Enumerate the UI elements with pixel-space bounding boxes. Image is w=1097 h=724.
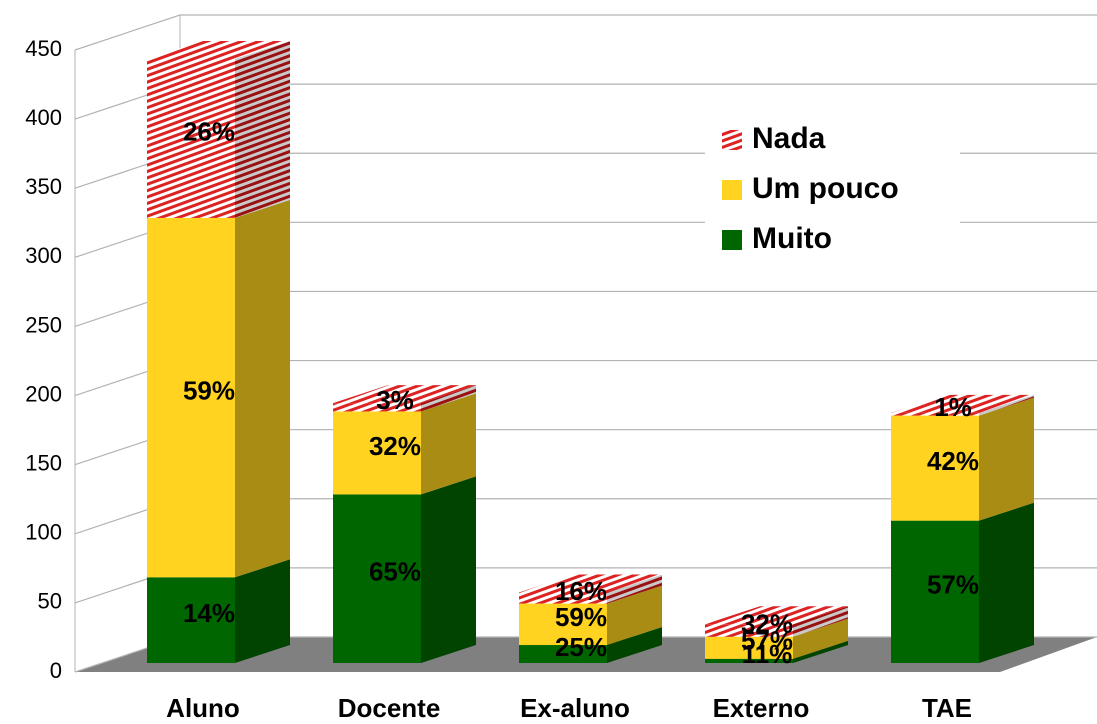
legend-swatch xyxy=(722,130,742,150)
y-tick-label: 250 xyxy=(25,312,62,337)
bar-side xyxy=(421,393,476,495)
data-label: 32% xyxy=(741,608,793,638)
bar-side xyxy=(607,627,662,663)
bar-side xyxy=(979,397,1034,521)
y-tick-label: 400 xyxy=(25,105,62,130)
bar-side xyxy=(607,585,662,646)
data-label: 11% xyxy=(742,639,793,669)
y-tick-label: 450 xyxy=(25,36,62,61)
y-tick-label: 100 xyxy=(25,520,62,545)
data-label: 32% xyxy=(369,431,421,461)
y-tick-label: 200 xyxy=(25,381,62,406)
x-tick-label: Aluno xyxy=(166,693,240,723)
y-tick-label: 50 xyxy=(38,589,62,614)
bar xyxy=(705,658,793,663)
data-label: 14% xyxy=(183,598,235,628)
bar xyxy=(147,58,235,218)
bar xyxy=(333,494,421,663)
bar xyxy=(333,411,421,495)
bar-top xyxy=(147,40,290,59)
bar-side xyxy=(235,199,290,578)
x-tick-label: Docente xyxy=(338,693,441,723)
grid-line xyxy=(74,14,1097,51)
data-label: 57% xyxy=(927,570,979,600)
bar-side xyxy=(979,394,1034,416)
x-tick-label: Ex-aluno xyxy=(520,693,630,723)
bar xyxy=(705,636,793,659)
bar xyxy=(147,217,235,578)
y-tick-label: 300 xyxy=(25,243,62,268)
y-tick-label: 350 xyxy=(25,174,62,199)
legend-label: Nada xyxy=(752,122,826,155)
data-label: 3% xyxy=(376,385,414,415)
bar xyxy=(705,624,793,637)
data-label: 65% xyxy=(369,557,421,587)
bar-side xyxy=(607,574,662,604)
legend-box xyxy=(705,115,960,267)
y-tick-label: 0 xyxy=(50,658,62,683)
bar-side xyxy=(421,476,476,663)
data-label: 57% xyxy=(741,626,793,656)
bar xyxy=(519,592,607,604)
bar-side xyxy=(235,40,290,218)
bar-top xyxy=(333,385,476,404)
data-label: 59% xyxy=(555,602,607,632)
data-label: 59% xyxy=(183,375,235,405)
bar xyxy=(519,645,607,663)
bar xyxy=(891,412,979,416)
bar-side xyxy=(793,640,848,663)
bar xyxy=(333,403,421,412)
bar-top xyxy=(891,394,1034,413)
x-tick-label: TAE xyxy=(922,693,972,723)
legend-swatch xyxy=(722,230,742,250)
data-label: 16% xyxy=(555,576,607,606)
bar-top xyxy=(519,574,662,593)
x-tick-label: Externo xyxy=(713,693,810,723)
bar-top xyxy=(705,606,848,625)
legend-label: Muito xyxy=(752,222,832,255)
legend: Nada Um pouco Muito xyxy=(705,115,960,267)
bar-side xyxy=(793,618,848,659)
data-label: 1% xyxy=(934,392,972,422)
legend-label: Um pouco xyxy=(752,172,899,205)
data-label: 26% xyxy=(183,116,235,146)
bar xyxy=(891,415,979,521)
bar xyxy=(147,577,235,663)
data-label: 42% xyxy=(927,446,979,476)
legend-swatch xyxy=(722,180,742,200)
data-label: 25% xyxy=(555,632,607,662)
bar-side xyxy=(235,559,290,663)
bar-side xyxy=(421,385,476,412)
bar-side xyxy=(793,606,848,637)
y-tick-label: 150 xyxy=(25,450,62,475)
bar xyxy=(519,603,607,646)
bar xyxy=(891,520,979,663)
bar-side xyxy=(979,502,1034,663)
